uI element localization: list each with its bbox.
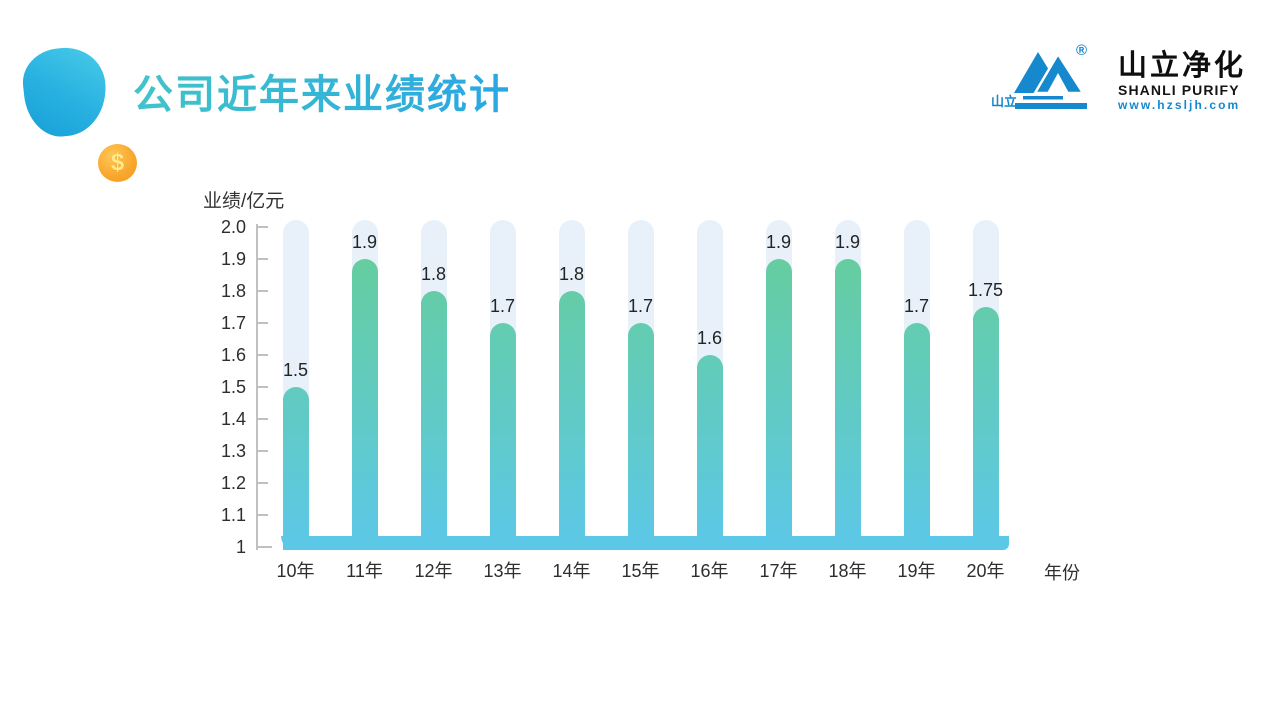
x-category-label: 18年 bbox=[828, 561, 867, 581]
bar bbox=[972, 307, 999, 550]
logo-text-block: 山立净化 SHANLI PURIFY www.hzsljh.com bbox=[1118, 50, 1246, 112]
x-category-label: 14年 bbox=[552, 561, 591, 581]
bar bbox=[489, 323, 516, 550]
x-category-label: 20年 bbox=[966, 561, 1005, 581]
value-label: 1.8 bbox=[420, 264, 447, 284]
value-label: 1.7 bbox=[489, 296, 516, 316]
page-title: 公司近年来业绩统计 bbox=[133, 62, 511, 120]
company-logo: 山立 ® 山立净化 SHANLI PURIFY www.hzsljh.com bbox=[986, 40, 1246, 122]
y-tick-mark bbox=[257, 322, 268, 324]
dollar-symbol: $ bbox=[110, 149, 125, 176]
coin-icon: $ bbox=[98, 144, 137, 182]
x-category-label: 16年 bbox=[690, 561, 729, 581]
value-label: 1.8 bbox=[558, 264, 585, 284]
y-tick-mark bbox=[257, 354, 268, 356]
y-tick-label: 1.3 bbox=[220, 441, 246, 461]
x-category-label: 10年 bbox=[276, 561, 315, 581]
y-tick-label: 1.7 bbox=[220, 313, 246, 333]
bar bbox=[627, 323, 654, 550]
y-tick-mark bbox=[257, 258, 268, 260]
bar bbox=[834, 259, 861, 550]
value-label: 1.9 bbox=[765, 232, 792, 252]
y-tick-label: 1.5 bbox=[220, 377, 246, 397]
y-tick-label: 1.8 bbox=[220, 281, 246, 301]
y-tick-mark bbox=[257, 386, 268, 388]
y-tick-mark bbox=[257, 450, 268, 452]
registered-trademark-icon: ® bbox=[1076, 42, 1088, 59]
mountain-logo-icon: 山立 bbox=[991, 51, 1087, 109]
y-tick-mark bbox=[257, 482, 268, 484]
y-tick-label: 1.1 bbox=[220, 505, 246, 525]
bar bbox=[420, 291, 447, 550]
x-axis-corner-line bbox=[256, 546, 272, 548]
bar bbox=[696, 355, 723, 550]
y-tick-label: 1.4 bbox=[220, 409, 246, 429]
y-tick-label: 1 bbox=[235, 537, 246, 557]
x-category-label: 15年 bbox=[621, 561, 660, 581]
x-axis-title: 年份 bbox=[1044, 563, 1080, 583]
x-category-label: 11年 bbox=[346, 561, 383, 581]
y-tick-label: 1.6 bbox=[220, 345, 246, 365]
value-label: 1.9 bbox=[351, 232, 378, 252]
value-label: 1.75 bbox=[967, 280, 1004, 300]
y-tick-mark bbox=[257, 290, 268, 292]
bar bbox=[558, 291, 585, 550]
value-label: 1.9 bbox=[834, 232, 861, 252]
value-label: 1.6 bbox=[696, 328, 723, 348]
bar bbox=[765, 259, 792, 550]
y-tick-mark bbox=[257, 226, 268, 228]
x-category-label: 19年 bbox=[897, 561, 936, 581]
y-tick-label: 2.0 bbox=[220, 217, 246, 237]
bar bbox=[903, 323, 930, 550]
y-axis-title: 业绩/亿元 bbox=[203, 191, 285, 212]
bar bbox=[282, 387, 309, 550]
logo-name-en: SHANLI PURIFY bbox=[1118, 82, 1240, 98]
x-category-label: 17年 bbox=[759, 561, 798, 581]
logo-website: www.hzsljh.com bbox=[1118, 98, 1241, 112]
y-tick-mark bbox=[257, 418, 268, 420]
value-label: 1.7 bbox=[903, 296, 930, 316]
logo-mark-label: 山立 bbox=[991, 94, 1017, 109]
y-tick-label: 1.9 bbox=[220, 249, 246, 269]
y-tick-mark bbox=[257, 514, 268, 516]
value-label: 1.7 bbox=[627, 296, 654, 316]
logo-name-cn: 山立净化 bbox=[1118, 50, 1247, 82]
y-tick-label: 1.2 bbox=[220, 473, 246, 493]
x-category-label: 13年 bbox=[483, 561, 522, 581]
bar bbox=[351, 259, 378, 550]
x-category-label: 12年 bbox=[414, 561, 453, 581]
value-label: 1.5 bbox=[282, 360, 309, 380]
